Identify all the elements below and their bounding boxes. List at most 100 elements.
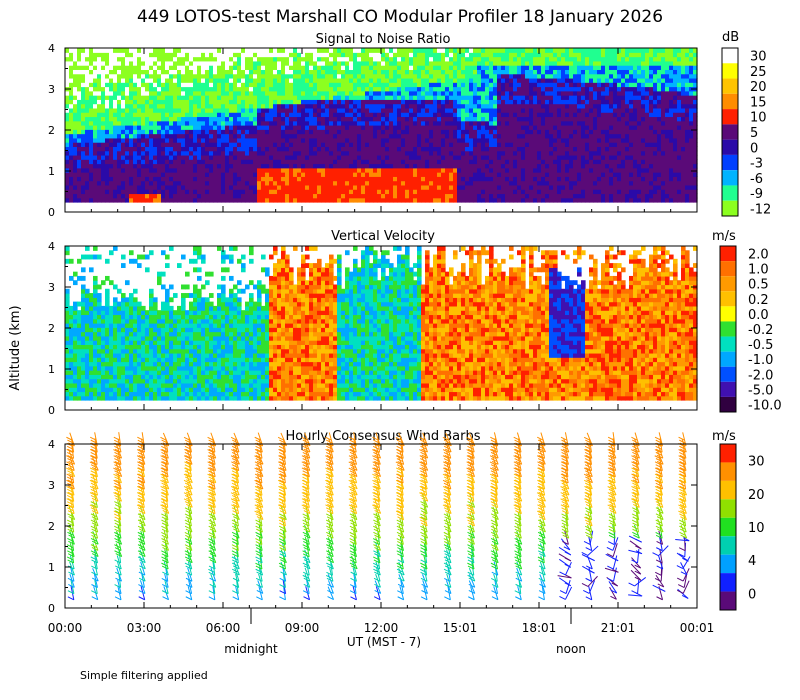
snr-cell <box>565 103 570 109</box>
snr-cell <box>261 73 266 79</box>
snr-cell <box>381 193 386 199</box>
snr-cell <box>269 137 274 143</box>
snr-cell <box>345 60 350 66</box>
snr-cell <box>237 73 242 79</box>
snr-cell <box>141 159 146 165</box>
snr-cell <box>573 146 578 152</box>
snr-cell <box>233 129 238 135</box>
snr-cell <box>453 142 458 147</box>
snr-cell <box>457 184 462 190</box>
snr-cell <box>329 90 334 96</box>
snr-cell <box>509 150 514 156</box>
snr-cell <box>289 65 294 70</box>
snr-cell <box>269 82 274 88</box>
snr-cell <box>137 52 142 58</box>
snr-cell <box>605 125 610 130</box>
snr-cell <box>473 197 478 203</box>
snr-cell <box>565 112 570 118</box>
snr-cell <box>393 176 398 182</box>
snr-cell <box>613 180 618 186</box>
snr-cell <box>277 60 282 66</box>
snr-cell <box>541 82 546 88</box>
snr-cell <box>77 99 82 105</box>
snr-cell <box>217 90 222 96</box>
snr-cell <box>161 112 166 118</box>
snr-cell <box>493 142 498 147</box>
snr-cell <box>285 65 290 70</box>
snr-cell <box>89 107 94 113</box>
snr-cell <box>113 73 118 79</box>
snr-cell <box>241 69 246 75</box>
snr-cell <box>109 142 114 147</box>
snr-cell <box>441 86 446 92</box>
snr-cell <box>357 146 362 152</box>
snr-cell <box>297 56 302 62</box>
snr-cell <box>573 65 578 70</box>
snr-cell <box>81 60 86 66</box>
snr-cell <box>437 163 442 169</box>
snr-cell <box>513 137 518 143</box>
snr-cell <box>153 180 158 186</box>
snr-cell <box>297 77 302 83</box>
snr-cell <box>413 129 418 135</box>
snr-cell <box>217 77 222 83</box>
snr-cell <box>161 69 166 75</box>
snr-cell <box>65 150 70 156</box>
snr-cell <box>129 82 134 88</box>
snr-cell <box>509 60 514 66</box>
snr-cell <box>561 103 566 109</box>
snr-cell <box>449 116 454 122</box>
snr-cell <box>273 129 278 135</box>
snr-cell <box>541 107 546 113</box>
snr-cell <box>101 60 106 66</box>
snr-cell <box>145 172 150 177</box>
snr-cell <box>365 107 370 113</box>
snr-cell <box>317 112 322 118</box>
snr-cell <box>321 95 326 100</box>
snr-cell <box>581 90 586 96</box>
snr-cell <box>249 120 254 126</box>
snr-cell <box>569 184 574 190</box>
snr-cell <box>165 154 170 160</box>
snr-cell <box>145 167 150 173</box>
snr-cell <box>461 99 466 105</box>
snr-cell <box>141 112 146 118</box>
snr-cell <box>313 163 318 169</box>
snr-cell <box>401 90 406 96</box>
snr-cell <box>369 82 374 88</box>
snr-cell <box>109 65 114 70</box>
snr-cell <box>93 125 98 130</box>
snr-cell <box>205 77 210 83</box>
snr-cell <box>421 48 426 53</box>
snr-cell <box>489 167 494 173</box>
snr-cell <box>125 103 130 109</box>
snr-cell <box>305 95 310 100</box>
snr-cell <box>221 163 226 169</box>
snr-cell <box>421 60 426 66</box>
snr-cell <box>613 73 618 79</box>
snr-cell <box>81 103 86 109</box>
snr-cell <box>105 146 110 152</box>
snr-cell <box>165 163 170 169</box>
snr-cell <box>541 159 546 165</box>
snr-cell <box>277 167 282 173</box>
snr-cell <box>253 86 258 92</box>
snr-cell <box>393 163 398 169</box>
snr-cell <box>121 69 126 75</box>
snr-cell <box>469 163 474 169</box>
snr-cell <box>201 150 206 156</box>
snr-cell <box>241 189 246 195</box>
snr-cell <box>309 99 314 105</box>
snr-cell <box>521 56 526 62</box>
snr-cell <box>169 197 174 203</box>
snr-cell <box>469 69 474 75</box>
snr-cell <box>149 95 154 100</box>
snr-cell <box>133 73 138 79</box>
snr-cell <box>397 146 402 152</box>
snr-cell <box>477 86 482 92</box>
snr-cell <box>177 56 182 62</box>
snr-cell <box>217 116 222 122</box>
snr-cell <box>437 73 442 79</box>
snr-cell <box>613 90 618 96</box>
snr-cell <box>201 82 206 88</box>
